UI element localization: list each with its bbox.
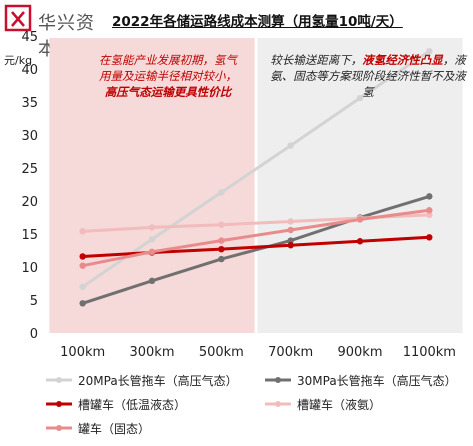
data-point [148, 277, 156, 285]
legend-swatch-marker [275, 377, 281, 383]
left-annotation-line2: 用量及运输半径相对较小， [99, 69, 237, 83]
data-point [287, 142, 294, 149]
data-point [287, 226, 294, 234]
left-annotation: 在氢能产业发展初期，氢气 用量及运输半径相对较小， 高压气态运输更具性价比 [80, 52, 256, 100]
data-point [356, 94, 364, 102]
right-annotation: 较长输送距离下，液氢经济性凸显，液氨、固态等方案现阶段经济性暂不及液氢 [270, 52, 466, 100]
data-point [426, 207, 433, 214]
right-annotation-highlight: 液氢经济性凸显 [362, 53, 443, 67]
data-point [218, 255, 225, 263]
y-tick-label: 10 [21, 261, 38, 276]
data-point [79, 228, 86, 235]
series-line-1 [81, 49, 431, 289]
series-line-2 [82, 194, 430, 305]
right-annotation-pre: 较长输送距离下， [270, 53, 363, 67]
data-point [79, 300, 86, 307]
x-tick-label: 900km [337, 345, 382, 360]
brand-mark-icon [4, 4, 32, 32]
chart-title: 2022年各储运路线成本测算（用氢量10吨/天） [112, 14, 403, 30]
data-point [218, 245, 225, 253]
legend-label: 槽罐车（液氨） [297, 397, 381, 412]
data-point [79, 253, 86, 260]
data-point [287, 237, 294, 244]
x-tick-label: 1100km [403, 345, 456, 360]
legend-swatch-marker [275, 401, 281, 407]
right-annotation-post: ，液氨、固态等方案现阶段经济性暂不及液氢 [270, 53, 466, 99]
left-annotation-line3: 高压气态运输更具性价比 [104, 85, 232, 99]
data-point [148, 224, 156, 231]
y-tick-label: 45 [21, 30, 38, 45]
data-point [356, 238, 364, 245]
legend-swatch-marker [56, 425, 62, 431]
data-point [79, 262, 86, 269]
legend-label: 罐车（固态） [78, 421, 150, 436]
shaded-region-1 [257, 38, 463, 333]
data-point [218, 221, 225, 228]
x-tick-label: 700km [268, 345, 313, 360]
data-point [426, 193, 433, 200]
y-tick-label: 25 [21, 162, 38, 177]
legend-label: 槽罐车（低温液态） [78, 397, 186, 412]
data-point [79, 283, 86, 290]
y-tick-label: 40 [21, 63, 38, 78]
y-tick-label: 35 [21, 96, 38, 111]
left-annotation-line1: 在氢能产业发展初期，氢气 [99, 53, 237, 67]
legend-swatch-marker [56, 377, 62, 383]
y-tick-label: 15 [21, 228, 38, 243]
data-point [426, 234, 433, 241]
y-tick-label: 30 [21, 129, 38, 144]
legend-label: 30MPa长管拖车（高压气态） [297, 373, 457, 388]
y-tick-label: 20 [21, 195, 38, 210]
data-point [218, 189, 225, 196]
data-point [218, 237, 225, 244]
y-axis-label: 元/kg [4, 54, 32, 67]
data-point [148, 236, 156, 243]
x-tick-label: 300km [129, 345, 174, 360]
y-tick-label: 5 [30, 294, 38, 309]
x-tick-label: 500km [199, 345, 244, 360]
x-tick-label: 100km [60, 345, 105, 360]
y-tick-label: 0 [30, 327, 38, 342]
data-point [148, 248, 156, 256]
data-point [287, 218, 294, 225]
legend-swatch-marker [56, 401, 62, 407]
series-line-5 [82, 208, 430, 268]
data-point [426, 47, 433, 55]
data-point [426, 211, 433, 219]
legend-label: 20MPa长管拖车（高压气态） [78, 373, 238, 388]
data-point [287, 242, 294, 249]
data-point [356, 216, 364, 223]
